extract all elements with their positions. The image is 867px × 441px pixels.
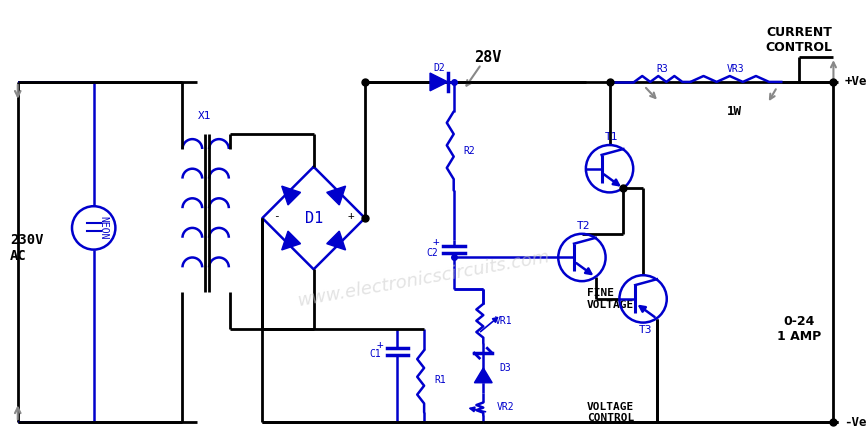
Text: VR1: VR1 xyxy=(495,316,512,325)
Text: R1: R1 xyxy=(434,375,446,385)
Text: +: + xyxy=(433,237,440,247)
Polygon shape xyxy=(430,73,447,91)
Polygon shape xyxy=(327,231,346,250)
Text: T3: T3 xyxy=(638,325,652,336)
Polygon shape xyxy=(474,368,492,383)
Polygon shape xyxy=(282,231,301,250)
Text: VR2: VR2 xyxy=(497,402,515,412)
Text: C2: C2 xyxy=(427,247,438,258)
Text: T1: T1 xyxy=(605,132,618,142)
Text: D3: D3 xyxy=(499,363,511,373)
Text: VR3: VR3 xyxy=(727,64,745,74)
Text: NEON: NEON xyxy=(99,216,108,239)
Text: VOLTAGE
CONTROL: VOLTAGE CONTROL xyxy=(587,402,634,423)
Text: +: + xyxy=(348,211,355,221)
Text: R3: R3 xyxy=(656,64,668,74)
Text: D2: D2 xyxy=(433,63,445,73)
Text: 28V: 28V xyxy=(474,50,502,65)
Text: 230V
AC: 230V AC xyxy=(10,232,43,263)
Text: FINE
VOLTAGE: FINE VOLTAGE xyxy=(587,288,634,310)
Text: CURRENT
CONTROL: CURRENT CONTROL xyxy=(766,26,832,55)
Polygon shape xyxy=(282,186,301,205)
Polygon shape xyxy=(327,186,346,205)
Text: R2: R2 xyxy=(464,146,475,156)
Text: www.electronicscircuits.com: www.electronicscircuits.com xyxy=(297,248,551,310)
Text: X1: X1 xyxy=(199,112,212,121)
Text: 0-24
1 AMP: 0-24 1 AMP xyxy=(777,314,821,343)
Text: -: - xyxy=(273,211,279,221)
Text: -Ve: -Ve xyxy=(844,416,867,429)
Text: +Ve: +Ve xyxy=(844,75,867,89)
Text: D1: D1 xyxy=(304,210,323,225)
Text: C1: C1 xyxy=(369,349,381,359)
Text: +: + xyxy=(376,340,383,350)
Text: 1W: 1W xyxy=(727,105,742,118)
Text: T2: T2 xyxy=(577,221,590,231)
